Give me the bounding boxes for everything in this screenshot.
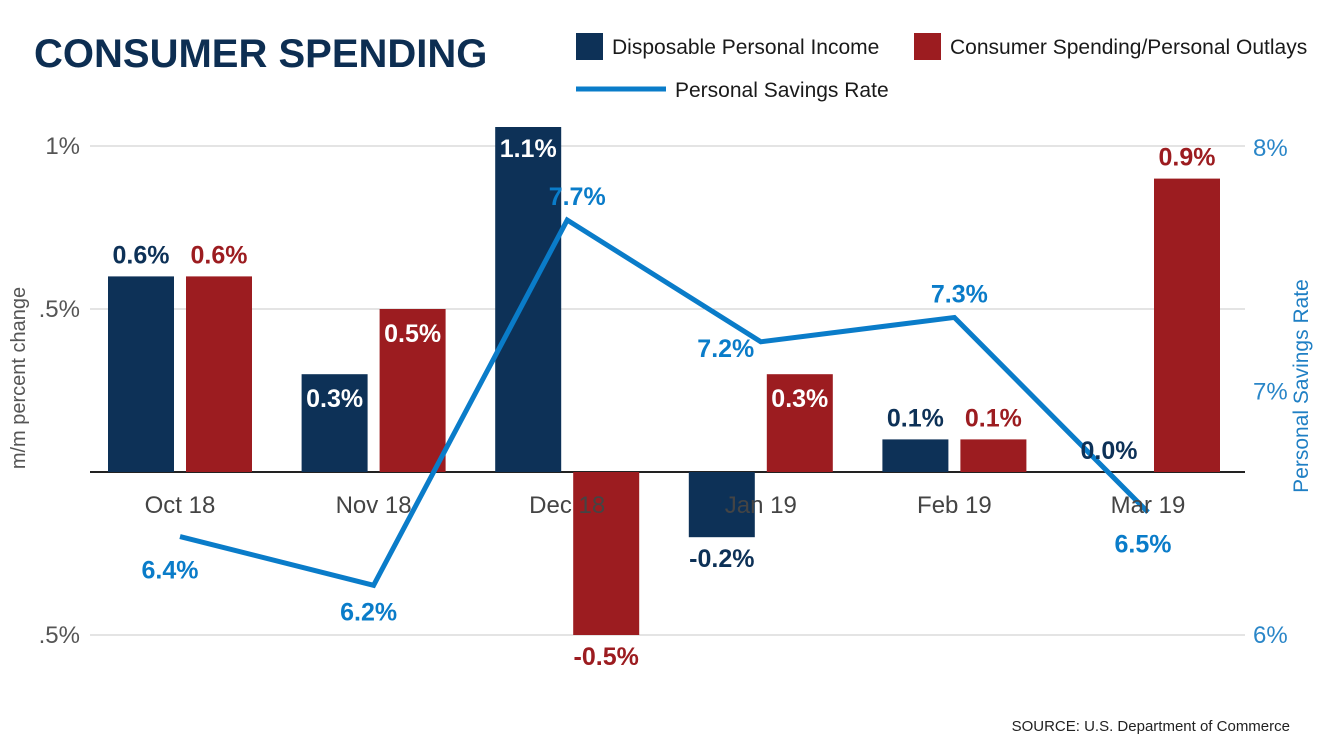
x-tick-label: Oct 18	[145, 492, 216, 519]
x-tick-label: Mar 19	[1111, 492, 1186, 519]
data-label-income: -0.2%	[689, 545, 754, 573]
data-label-spending: 0.6%	[191, 241, 248, 269]
data-label-spending: 0.9%	[1159, 144, 1216, 172]
bar-spending	[186, 276, 252, 472]
data-label-income: 0.3%	[306, 385, 363, 413]
bar-spending	[573, 472, 640, 635]
bar-spending	[379, 309, 446, 472]
data-labels: 0.6% 0.3% 1.1% -0.2% 0.1% 0.0% 0.6% 0.5% -0.5% 0.…	[113, 135, 1216, 671]
data-label-income: 0.6%	[113, 241, 170, 269]
data-label-savings: 7.2%	[697, 335, 754, 363]
legend-label-savings: Personal Savings Rate	[675, 79, 889, 102]
bar-income	[301, 374, 368, 472]
y-axis-right-label: Personal Savings Rate	[1290, 279, 1313, 493]
bar-income	[688, 472, 755, 538]
legend-label-income: Disposable Personal Income	[612, 36, 879, 59]
data-label-savings: 7.7%	[549, 183, 606, 211]
savings-rate-line	[179, 216, 1150, 589]
axis-ticks: 1% .5% .5% 8% 7% 6% Oct 18 Nov 18 Dec 18 Jan 19 Fe…	[39, 133, 1288, 649]
x-tick-label: Dec 18	[529, 492, 605, 519]
data-label-spending: -0.5%	[574, 643, 639, 671]
x-tick-label: Jan 19	[725, 492, 797, 519]
bar-income	[495, 127, 562, 472]
data-label-spending: 0.5%	[384, 320, 441, 348]
data-label-savings: 6.5%	[1115, 530, 1172, 558]
data-label-savings: 6.4%	[142, 557, 199, 585]
data-label-spending: 0.1%	[965, 404, 1022, 432]
bar-spending	[1154, 178, 1220, 472]
y-right-tick-label: 8%	[1253, 135, 1288, 162]
bar-income	[108, 276, 174, 472]
source-note: SOURCE: U.S. Department of Commerce	[1012, 718, 1290, 735]
y-left-tick-label: 1%	[45, 133, 80, 160]
chart-title: CONSUMER SPENDING	[34, 32, 487, 76]
bars	[108, 127, 1220, 635]
data-label-income: 0.1%	[887, 404, 944, 432]
savings-line	[179, 216, 1150, 589]
bar-spending	[766, 374, 833, 472]
x-tick-label: Feb 19	[917, 492, 992, 519]
data-label-spending: 0.3%	[771, 385, 828, 413]
bar-income	[882, 439, 949, 472]
legend-swatch-spending	[914, 33, 941, 60]
y-right-tick-label: 7%	[1253, 379, 1288, 406]
y-right-tick-label: 6%	[1253, 622, 1288, 649]
data-label-income: 0.0%	[1081, 437, 1138, 465]
data-label-income: 1.1%	[500, 135, 557, 163]
data-label-savings: 6.2%	[340, 598, 397, 626]
y-left-tick-label: .5%	[39, 622, 80, 649]
legend-swatch-income	[576, 33, 603, 60]
x-tick-label: Nov 18	[336, 492, 412, 519]
y-left-tick-label: .5%	[39, 296, 80, 323]
gridlines	[90, 145, 1245, 636]
legend: Disposable Personal Income Consumer Spen…	[576, 33, 1307, 102]
y-axis-left-label: m/m percent change	[8, 287, 30, 469]
legend-label-spending: Consumer Spending/Personal Outlays	[950, 36, 1307, 59]
bar-spending	[960, 439, 1027, 472]
data-label-savings: 7.3%	[931, 280, 988, 308]
